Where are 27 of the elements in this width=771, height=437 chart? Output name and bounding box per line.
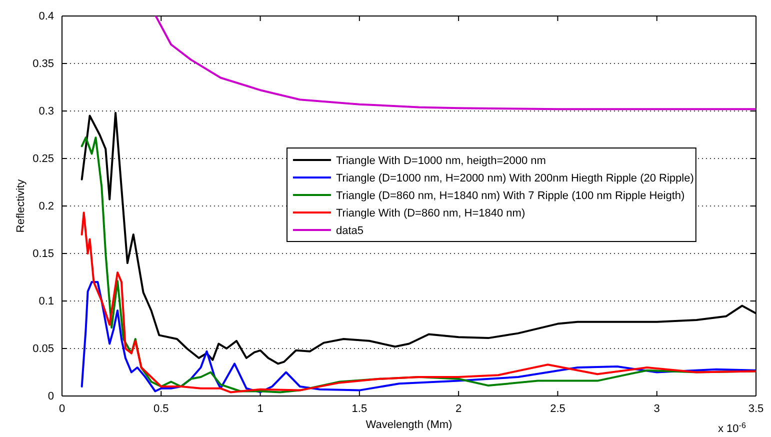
y-tick-label: 0.2 bbox=[38, 200, 54, 213]
legend-label: data5 bbox=[336, 225, 364, 237]
line-series bbox=[154, 16, 756, 110]
y-tick-label: 0.3 bbox=[38, 106, 54, 118]
x-tick-label: 0 bbox=[58, 402, 66, 415]
legend-label: Triangle With D=1000 nm, heigth=2000 nm bbox=[336, 155, 546, 167]
x-tick-label: 2 bbox=[456, 402, 462, 415]
y-tick-label: 0.35 bbox=[32, 58, 54, 70]
x-tick-label: 1 bbox=[257, 402, 264, 415]
x-tick-label: 3 bbox=[654, 402, 660, 415]
y-tick-label: 0.05 bbox=[32, 343, 54, 356]
y-tick-label: 0 bbox=[48, 390, 54, 403]
y-axis-title: Reflectivity bbox=[15, 178, 27, 233]
x-tick-label: 3.5 bbox=[748, 402, 764, 415]
text: x 10$^{-6}$ bbox=[718, 420, 746, 435]
x-tick-label: 1.5 bbox=[352, 402, 368, 415]
x-tick-label: 2.5 bbox=[550, 402, 566, 415]
x-tick-label: 0.5 bbox=[153, 402, 169, 415]
legend-label: Triangle With (D=860 nm, H=1840 nm) bbox=[336, 208, 526, 220]
y-tick-label: 0.25 bbox=[32, 153, 54, 166]
line-series bbox=[80, 281, 756, 394]
y-tick-label: 0.1 bbox=[38, 296, 54, 308]
x-axis-title: Wavelength (Mm) bbox=[366, 419, 452, 431]
legend-label: Triangle (D=860 nm, H=1840 nm) With 7 Ripple (100 nm Ripple Heigth) bbox=[336, 190, 685, 202]
y-tick-label: 0.4 bbox=[38, 10, 54, 23]
y-tick-label: 0.15 bbox=[32, 248, 54, 260]
legend-label: Triangle (D=1000 nm, H=2000 nm) With 200nm Hiegth Ripple (20 Ripple) bbox=[336, 172, 694, 184]
